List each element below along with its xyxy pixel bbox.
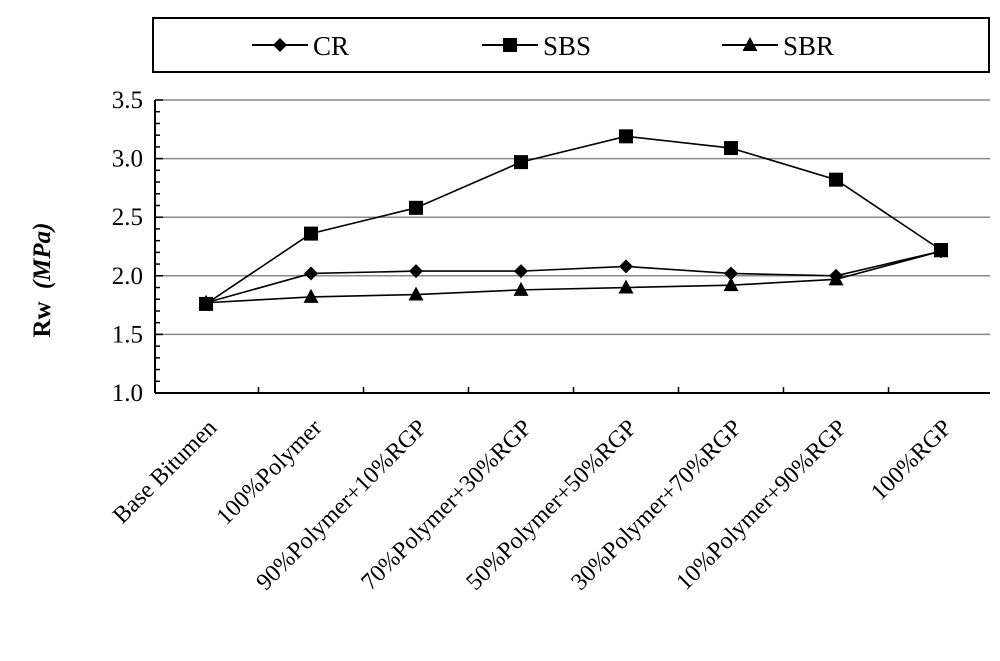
legend-marker: [273, 38, 287, 52]
data-point: [514, 264, 528, 279]
x-tick-label: Base Bitumen: [108, 415, 222, 529]
data-point: [723, 277, 739, 292]
data-point: [619, 259, 633, 274]
data-point: [198, 294, 214, 309]
y-tick-label: 2.5: [112, 204, 143, 231]
data-point: [933, 243, 949, 258]
x-tick-label: 10%Polymer+90%RGP: [672, 415, 853, 596]
legend-item-cr: CR: [252, 31, 349, 61]
series-sbr: [198, 243, 949, 309]
legend-item-sbr: SBR: [722, 31, 834, 61]
data-point: [304, 226, 318, 241]
data-point: [304, 266, 318, 281]
legend-label: SBR: [783, 31, 834, 61]
x-tick-label: 70%Polymer+30%RGP: [357, 415, 538, 596]
data-point: [828, 271, 844, 286]
data-point: [408, 286, 424, 301]
series-line: [205, 135, 942, 305]
legend-label: CR: [313, 31, 349, 61]
y-axis-label: Rw (MPa): [29, 222, 56, 337]
data-point: [829, 172, 843, 187]
legend-label: SBS: [543, 31, 591, 61]
x-tick-label: 100%RGP: [866, 415, 957, 506]
y-tick-label: 3.5: [112, 87, 143, 114]
data-point: [513, 281, 529, 296]
series-line: [205, 250, 942, 304]
data-point: [618, 279, 634, 294]
y-tick-label: 2.0: [112, 263, 143, 290]
data-point: [303, 288, 319, 303]
y-tick-label: 1.5: [112, 321, 143, 348]
data-point: [409, 200, 423, 215]
x-tick-label: 50%Polymer+50%RGP: [462, 415, 643, 596]
x-tick-label: 100%Polymer: [212, 415, 327, 530]
data-point: [514, 155, 528, 170]
data-point: [409, 264, 423, 279]
data-point: [724, 141, 738, 156]
y-tick-label: 3.0: [112, 146, 143, 173]
x-tick-label: 30%Polymer+70%RGP: [567, 415, 748, 596]
data-point: [619, 129, 633, 144]
y-tick-label: 1.0: [112, 380, 143, 407]
data-point: [724, 266, 738, 281]
legend-marker: [503, 38, 517, 52]
x-tick-label: 90%Polymer+10%RGP: [252, 415, 433, 596]
legend-marker: [742, 37, 758, 51]
legend: CR SBS SBR: [152, 17, 990, 73]
legend-item-sbs: SBS: [482, 31, 591, 61]
series-line: [205, 250, 942, 304]
